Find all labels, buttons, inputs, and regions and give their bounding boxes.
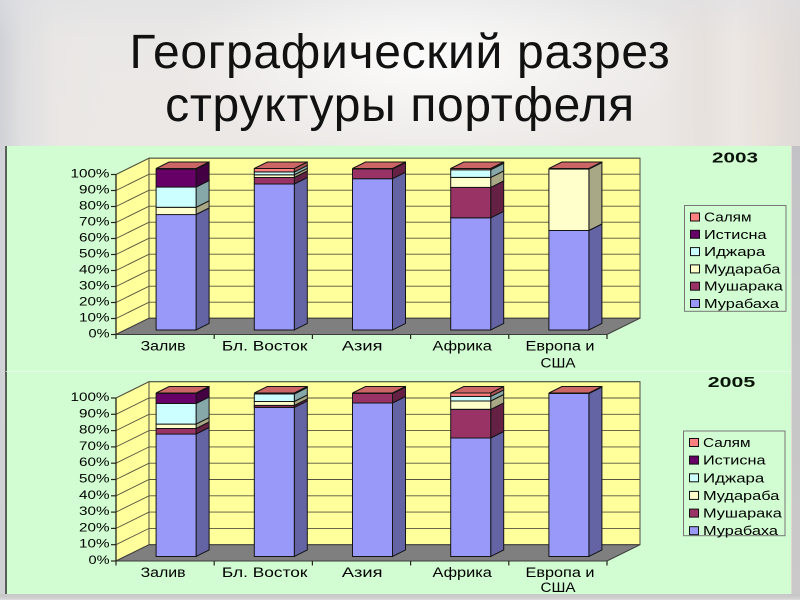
svg-text:Салям: Салям — [704, 210, 752, 225]
svg-text:0%: 0% — [89, 329, 110, 341]
svg-text:Африка: Африка — [433, 339, 493, 354]
svg-text:50%: 50% — [79, 249, 110, 261]
svg-text:20%: 20% — [79, 522, 110, 534]
svg-text:Азия: Азия — [342, 339, 383, 354]
svg-text:100%: 100% — [71, 169, 110, 181]
svg-text:20%: 20% — [79, 297, 110, 309]
svg-text:70%: 70% — [79, 217, 110, 229]
svg-text:Иджара: Иджара — [704, 244, 766, 259]
svg-text:Салям: Салям — [703, 435, 751, 450]
svg-text:Европа и: Европа и — [526, 564, 595, 579]
svg-text:10%: 10% — [79, 538, 110, 550]
svg-text:2003: 2003 — [712, 151, 758, 167]
svg-text:Залив: Залив — [141, 564, 186, 579]
svg-text:Бл. Восток: Бл. Восток — [222, 339, 308, 354]
svg-text:30%: 30% — [79, 506, 110, 518]
svg-text:Мушарака: Мушарака — [703, 505, 783, 520]
svg-text:Африка: Африка — [433, 564, 493, 579]
svg-text:Мурабаха: Мурабаха — [704, 296, 780, 311]
svg-text:80%: 80% — [79, 424, 110, 436]
svg-text:60%: 60% — [79, 233, 110, 245]
svg-text:2005: 2005 — [708, 375, 756, 391]
svg-text:90%: 90% — [79, 185, 110, 197]
svg-text:Истисна: Истисна — [704, 227, 767, 242]
svg-text:70%: 70% — [79, 440, 110, 452]
svg-text:0%: 0% — [89, 555, 110, 567]
svg-text:США: США — [541, 579, 576, 594]
svg-text:90%: 90% — [79, 408, 110, 420]
svg-text:Бл. Восток: Бл. Восток — [222, 564, 308, 579]
svg-text:Европа и: Европа и — [526, 339, 595, 354]
svg-text:50%: 50% — [79, 473, 110, 485]
svg-text:10%: 10% — [79, 313, 110, 325]
svg-text:Иджара: Иджара — [703, 470, 765, 485]
svg-text:60%: 60% — [79, 457, 110, 469]
svg-text:Мушарака: Мушарака — [704, 279, 784, 294]
svg-text:80%: 80% — [79, 201, 110, 213]
svg-text:Азия: Азия — [342, 564, 383, 579]
svg-text:100%: 100% — [71, 392, 110, 404]
svg-text:Мудараба: Мудараба — [704, 261, 781, 276]
svg-text:Мудараба: Мудараба — [703, 487, 780, 502]
svg-text:30%: 30% — [79, 281, 110, 293]
svg-text:США: США — [541, 355, 576, 370]
svg-text:Мурабаха: Мурабаха — [703, 523, 779, 538]
svg-text:Залив: Залив — [141, 339, 186, 354]
svg-text:40%: 40% — [79, 489, 110, 501]
svg-text:Истисна: Истисна — [703, 452, 766, 467]
svg-text:40%: 40% — [79, 265, 110, 277]
